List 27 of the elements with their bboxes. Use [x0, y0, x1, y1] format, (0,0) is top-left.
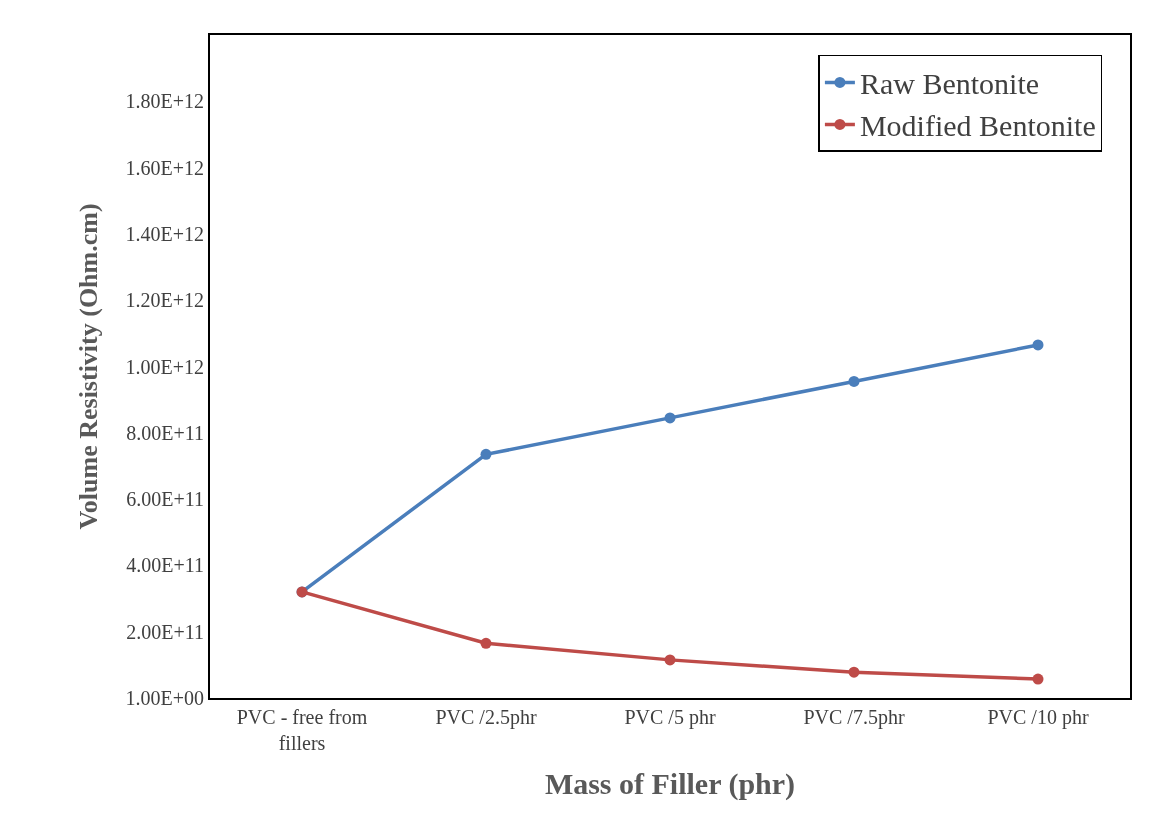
- x-tick-label: PVC /7.5phr: [803, 706, 905, 729]
- point: [1032, 339, 1044, 351]
- legend-label: Raw Bentonite: [859, 67, 1040, 101]
- x-tick-label: PVC /10 phr: [987, 706, 1089, 729]
- point: [848, 375, 860, 387]
- point: [1032, 673, 1044, 685]
- y-tick-label: 1.20E+12: [125, 289, 204, 312]
- x-tick-label: PVC /2.5phr: [435, 706, 537, 729]
- point: [480, 637, 492, 649]
- y-tick-label: 4.00E+11: [126, 554, 204, 577]
- point: [664, 654, 676, 666]
- y-axis-title: Volume Resistivity (Ohm.cm): [74, 203, 104, 530]
- x-tick-label: PVC /5 phr: [624, 706, 716, 729]
- y-tick-label: 1.00E+00: [125, 687, 204, 709]
- y-tick-label: 1.00E+12: [125, 355, 204, 378]
- point: [664, 412, 676, 424]
- y-tick-label: 1.80E+12: [125, 90, 204, 113]
- y-tick-label: 8.00E+11: [126, 421, 204, 444]
- y-tick-label: 1.60E+12: [125, 156, 204, 179]
- y-tick-label: 1.40E+12: [125, 222, 204, 245]
- legend-label: Modified Bentonite: [859, 109, 1096, 143]
- y-tick-label: 2.00E+11: [126, 620, 204, 643]
- point: [848, 666, 860, 678]
- x-axis-title: Mass of Filler (phr): [544, 767, 796, 801]
- x-tick-label: PVC - free from fillers: [236, 706, 368, 754]
- y-tick-label: 6.00E+11: [126, 488, 204, 511]
- point: [480, 448, 492, 460]
